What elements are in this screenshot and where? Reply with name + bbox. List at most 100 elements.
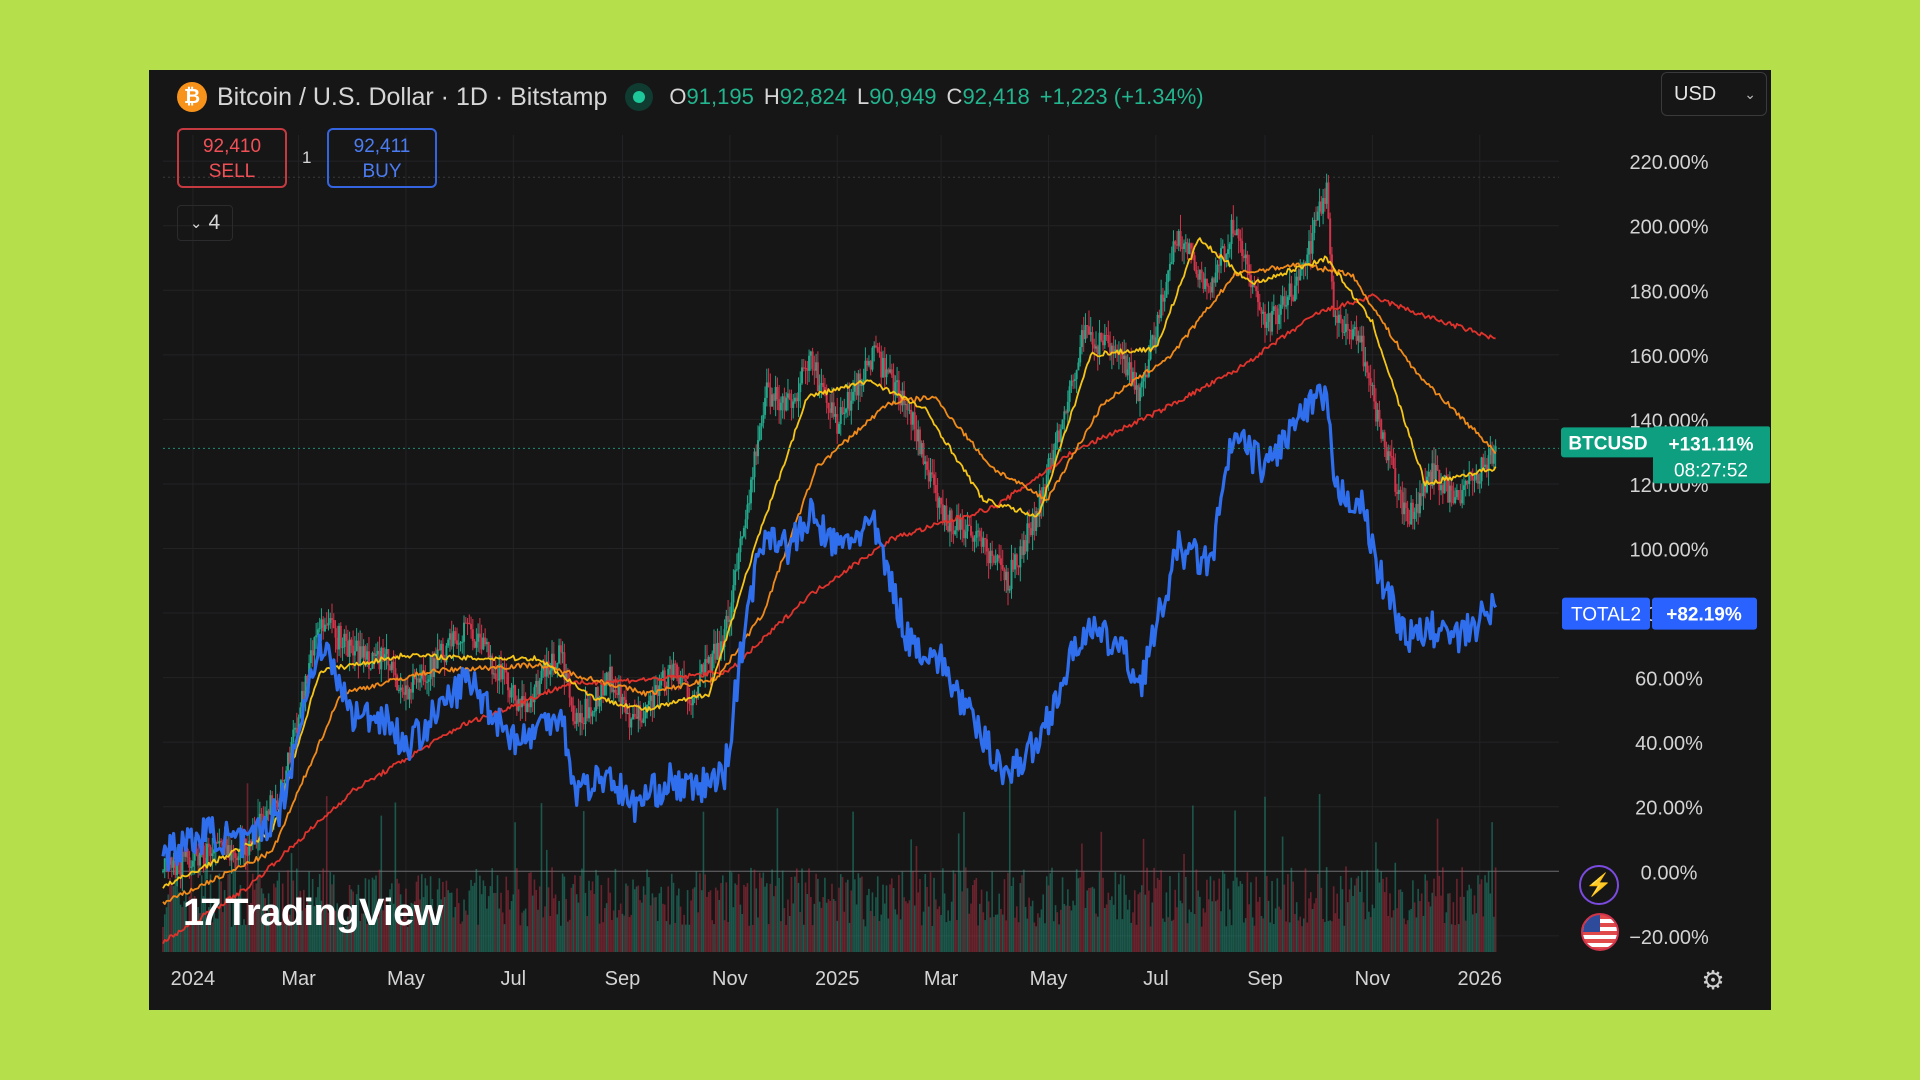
volume-bar [1146, 867, 1148, 952]
btc-candle [1343, 331, 1346, 333]
btc-candle [764, 397, 767, 415]
btc-candle [445, 645, 448, 663]
btc-candle [1029, 528, 1032, 535]
btc-candle [711, 653, 714, 671]
btc-candle [1408, 521, 1411, 525]
btc-candle [1121, 350, 1124, 359]
volume-bar [808, 868, 810, 952]
btc-candle [528, 703, 531, 708]
volume-bar [669, 924, 671, 952]
volume-bar [1060, 909, 1062, 952]
x-tick-label: Jul [501, 968, 527, 990]
btc-candle [552, 653, 555, 668]
btc-candle [1471, 476, 1474, 481]
volume-bar [1478, 884, 1481, 952]
indicators-toggle[interactable]: ⌄ 4 [177, 205, 233, 241]
volume-bar [1494, 867, 1497, 952]
btc-candle [1385, 446, 1388, 461]
change-value: +1,223 (+1.34%) [1039, 84, 1204, 109]
btc-candle [575, 712, 578, 724]
btc-candle [1357, 335, 1360, 341]
volume-bar [1368, 911, 1370, 952]
volume-bar [658, 893, 661, 952]
sell-button[interactable]: 92,410 SELL [177, 128, 287, 188]
volume-bar [218, 873, 221, 952]
us-flag-icon[interactable] [1581, 913, 1619, 951]
volume-bar [470, 879, 472, 952]
volume-bar [938, 906, 941, 952]
btc-candle [1137, 385, 1140, 401]
volume-bar [332, 874, 335, 952]
volume-bar [1415, 917, 1418, 952]
volume-bar [730, 872, 733, 952]
btc-candle [190, 866, 193, 868]
volume-bar [736, 884, 738, 952]
volume-bar [1067, 889, 1069, 952]
volume-bar [1336, 893, 1338, 952]
volume-bar [964, 867, 967, 952]
symbol-legend[interactable]: ₿ Bitcoin / U.S. Dollar · 1D · Bitstamp … [177, 82, 1204, 112]
volume-bar [889, 884, 891, 952]
btc-candle [829, 408, 832, 413]
chart-canvas[interactable]: 220.00%200.00%180.00%160.00%140.00%120.0… [149, 70, 1771, 1010]
volume-bar [213, 898, 215, 952]
btc-candle [1228, 243, 1231, 250]
btc-candle [820, 383, 823, 386]
btc-candle [367, 651, 370, 669]
btc-candle [320, 619, 323, 628]
btc-candle [705, 659, 708, 663]
settings-gear-icon[interactable]: ⚙ [1701, 965, 1725, 995]
btc-candle [709, 656, 712, 671]
btc-candle [1337, 314, 1340, 323]
btc-candle [1124, 355, 1127, 376]
volume-bar [677, 888, 680, 952]
watermark-text: TradingView [225, 892, 443, 934]
btc-candle [1433, 463, 1436, 480]
volume-bar [845, 882, 847, 952]
buy-button[interactable]: 92,411 BUY [327, 128, 437, 188]
btc-candle [507, 672, 510, 691]
btc-candle [577, 712, 580, 723]
btc-candle [1427, 471, 1430, 477]
volume-bar [190, 872, 192, 952]
btc-candle [744, 519, 747, 528]
btc-candle [1135, 385, 1138, 390]
btc-candle [491, 655, 494, 675]
volume-bar [885, 885, 888, 952]
currency-select[interactable]: USD ⌄ [1661, 72, 1767, 116]
btc-candle [647, 700, 650, 705]
volume-bar [667, 886, 670, 952]
btc-candle [832, 402, 835, 417]
volume-bar [384, 898, 386, 952]
volume-bar [542, 917, 545, 952]
volume-bar [565, 899, 567, 952]
btc-candle [309, 650, 312, 664]
volume-bar [632, 879, 634, 952]
btc-candle [640, 720, 643, 723]
ai-assistant-icon[interactable]: ⚡ [1579, 865, 1619, 905]
volume-bar [695, 871, 698, 952]
btc-candle [593, 710, 596, 713]
btc-candle [522, 696, 525, 700]
volume-bar [1195, 869, 1198, 952]
btc-candle [896, 380, 899, 383]
btc-candle [1274, 306, 1277, 309]
btc-candle [1179, 231, 1182, 247]
btc-candle [1073, 379, 1076, 381]
btc-candle [725, 615, 728, 630]
volume-bar [581, 868, 583, 952]
btc-candle [913, 412, 916, 430]
tradingview-watermark[interactable]: 17 TradingView [183, 892, 443, 935]
volume-bar [413, 901, 416, 952]
symbol-title[interactable]: Bitcoin / U.S. Dollar · 1D · Bitstamp [217, 82, 608, 111]
btc-candle [323, 624, 326, 632]
btc-candle [1167, 270, 1170, 283]
btc-candle [362, 646, 365, 658]
volume-bar [387, 923, 390, 952]
volume-bar [945, 922, 948, 952]
volume-bar [1376, 868, 1379, 952]
volume-bar [612, 910, 615, 952]
volume-bar [1030, 906, 1032, 952]
btc-candle [880, 352, 883, 378]
btc-candle [1156, 314, 1159, 338]
